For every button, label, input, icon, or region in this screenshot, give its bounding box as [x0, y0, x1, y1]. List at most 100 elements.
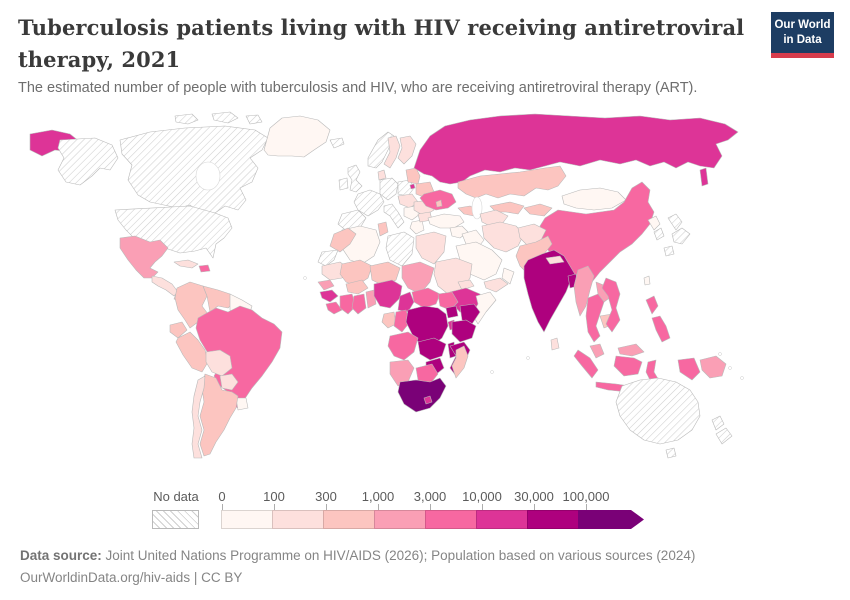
country-malaysia[interactable]: Malaysia — 1,000–3,000	[617, 343, 645, 357]
country-kazakhstan[interactable]: Kazakhstan — 300–1,000	[457, 165, 567, 199]
country-canada[interactable]: Canada — No data	[245, 114, 263, 125]
country-cuba[interactable]: Cuba — 100–300	[173, 259, 199, 269]
country-italy[interactable]: Italy — No data	[383, 203, 405, 229]
country-indonesia[interactable]: Indonesia — 3,000–10,000	[677, 357, 701, 381]
country-togo-benin[interactable]: Togo / Benin — 1,000–3,000	[365, 289, 377, 309]
country-argentina[interactable]: Argentina — 300–1,000	[199, 373, 239, 457]
country-ireland[interactable]: Ireland — No data	[338, 177, 349, 191]
country-ecuador[interactable]: Ecuador — 300–1,000	[169, 321, 188, 339]
country-russia[interactable]: Russia — 10,000–30,000	[413, 113, 739, 185]
country-new-zealand[interactable]: New Zealand — No data	[715, 427, 733, 445]
license-line[interactable]: OurWorldinData.org/hiv-aids | CC BY	[20, 570, 243, 586]
country-uganda[interactable]: Uganda — 30,000–100,000	[445, 305, 459, 319]
country-kyrgyzstan-tajikistan[interactable]: Kyrgyzstan / Tajikistan — 300–1,000	[523, 203, 553, 217]
country-norway[interactable]: Norway — No data	[367, 131, 395, 169]
country-india[interactable]: India — 30,000–100,000	[523, 249, 577, 333]
country-senegal[interactable]: Senegal / Gambia — 1,000–3,000	[317, 279, 335, 291]
country-morocco[interactable]: Morocco — 300–1,000	[329, 227, 357, 253]
country-canada[interactable]: Canada — No data	[119, 125, 269, 214]
legend-bin-10,000–30,000[interactable]	[476, 510, 528, 529]
legend-bin-300–1,000[interactable]	[323, 510, 375, 529]
country-japan[interactable]: Japan — No data	[667, 213, 683, 231]
country-malaysia[interactable]: Malaysia — 1,000–3,000	[589, 343, 605, 359]
country-north-korea[interactable]: North Korea — 0–100	[647, 215, 661, 231]
country-finland[interactable]: Finland — 100–300	[397, 135, 417, 165]
country-philippines[interactable]: Philippines — 3,000–10,000	[651, 315, 671, 343]
country-myanmar[interactable]: Myanmar — 1,000–3,000	[573, 265, 595, 317]
country-sweden[interactable]: Sweden — 100–300	[383, 135, 401, 169]
country-cameroon[interactable]: Cameroon — 10,000–30,000	[397, 291, 415, 313]
country-japan[interactable]: Japan — No data	[663, 245, 675, 257]
country-angola[interactable]: Angola — 3,000–10,000	[387, 331, 419, 361]
country-madagascar[interactable]: Madagascar — 300–1,000	[451, 345, 469, 379]
country-chad[interactable]: Chad — 1,000–3,000	[401, 261, 435, 295]
country-papua-new-guinea[interactable]: Papua New Guinea — 1,000–3,000	[699, 355, 727, 379]
country-venezuela[interactable]: Venezuela — 300–1,000	[202, 285, 236, 313]
country-united-kingdom[interactable]: United Kingdom — No data	[347, 164, 363, 193]
country-egypt[interactable]: Egypt — 100–300	[415, 231, 447, 265]
legend-bin-100–300[interactable]	[272, 510, 324, 529]
owid-logo[interactable]: Our World in Data	[771, 12, 834, 58]
country-uruguay[interactable]: Uruguay — 0–100	[235, 397, 249, 411]
legend-bin-100,000+[interactable]	[578, 510, 644, 529]
country-mongolia[interactable]: Mongolia — 0–100	[561, 187, 627, 211]
country-burkina-faso[interactable]: Burkina Faso — 300–1,000	[345, 279, 369, 295]
legend-bin-3,000–10,000[interactable]	[425, 510, 477, 529]
country-thailand[interactable]: Thailand — 3,000–10,000	[585, 293, 605, 343]
country-hispaniola[interactable]: Haiti / Dominican Republic — 3,000–10,00…	[198, 264, 211, 273]
country-mexico[interactable]: Mexico — 1,000–3,000	[119, 235, 169, 279]
legend-no-data-swatch[interactable]	[152, 510, 199, 529]
legend-bin-30,000–100,000[interactable]	[527, 510, 579, 529]
country-japan[interactable]: Japan — No data	[671, 227, 691, 245]
country-zambia[interactable]: Zambia — 30,000–100,000	[417, 337, 447, 361]
country-australia[interactable]: Australia — No data	[615, 377, 701, 445]
country-denmark[interactable]: Denmark — 100–300	[377, 169, 387, 181]
country-australia[interactable]: Australia — No data	[665, 447, 677, 459]
country-guinea[interactable]: Guinea — 10,000–30,000	[319, 289, 339, 303]
country-somalia[interactable]: Somalia — 0–100	[471, 291, 497, 325]
country-indonesia[interactable]: Indonesia — 3,000–10,000	[573, 349, 599, 379]
country-botswana[interactable]: Botswana — 3,000–10,000	[415, 363, 439, 385]
country-greece[interactable]: Greece — 0–100	[409, 219, 425, 235]
country-tunisia[interactable]: Tunisia — 300–1,000	[377, 221, 389, 237]
country-new-zealand[interactable]: New Zealand — No data	[711, 415, 725, 431]
country-nepal[interactable]: Nepal — 100–300	[545, 255, 565, 265]
country-chile[interactable]: Chile — 100–300	[191, 375, 206, 459]
country-turkey[interactable]: Turkey — 0–100	[427, 213, 465, 229]
country-canada[interactable]: Canada — No data	[174, 113, 199, 125]
legend-bin-0–100[interactable]	[221, 510, 273, 529]
country-congo[interactable]: Congo — 3,000–10,000	[393, 309, 411, 333]
country-nigeria[interactable]: Nigeria — 10,000–30,000	[373, 279, 403, 309]
country-gabon[interactable]: Gabon — 300–1,000	[381, 311, 397, 329]
country-sierra-leone-liberia[interactable]: Sierra Leone / Liberia — 3,000–10,000	[325, 301, 343, 315]
country-paraguay[interactable]: Paraguay — 100–300	[219, 373, 239, 391]
country-oman[interactable]: Oman — 0–100	[501, 267, 515, 285]
country-south-africa[interactable]: South Africa — 100,000+	[397, 377, 447, 413]
country-bolivia[interactable]: Bolivia — 100–300	[205, 349, 233, 377]
country-canada[interactable]: Canada — No data	[211, 111, 239, 124]
country-taiwan[interactable]: Taiwan — 0–100	[643, 275, 651, 286]
country-united-states[interactable]: United States — No data	[57, 137, 119, 186]
country-sri-lanka[interactable]: Sri Lanka — 100–300	[550, 337, 560, 351]
country-vietnam[interactable]: Vietnam — 3,000–10,000	[601, 277, 621, 333]
country-indonesia[interactable]: Indonesia — 3,000–10,000	[613, 355, 643, 377]
country-germany[interactable]: Germany — No data	[379, 177, 399, 201]
world-choropleth-map[interactable]: Russia — 10,000–30,000 United States — N…	[0, 110, 850, 492]
country-south-korea[interactable]: South Korea — No data	[653, 227, 665, 241]
country-russia[interactable]: Russia — 10,000–30,000	[699, 167, 709, 187]
country-cote-divoire[interactable]: Côte d'Ivoire — 3,000–10,000	[339, 293, 357, 315]
country-greenland[interactable]: Greenland — 0–100	[263, 115, 331, 158]
legend-bin-1,000–3,000[interactable]	[374, 510, 426, 529]
country-philippines[interactable]: Philippines — 3,000–10,000	[645, 295, 659, 315]
country-peru[interactable]: Peru — 300–1,000	[175, 331, 209, 373]
country-france[interactable]: France — No data	[353, 189, 385, 217]
country-central-african-republic[interactable]: Central African Republic — 3,000–10,000	[411, 287, 441, 309]
country-yemen[interactable]: Yemen — 100–300	[483, 277, 509, 293]
country-central-america[interactable]: Central America — 100–300	[151, 275, 179, 297]
country-iceland[interactable]: Iceland — No data	[329, 137, 345, 149]
country-drc[interactable]: Democratic Republic of Congo — 30,000–10…	[405, 305, 449, 347]
country-lesotho[interactable]: Lesotho — 10,000–30,000	[423, 395, 433, 405]
country-moldova[interactable]: Moldova — 300–1,000	[435, 199, 443, 208]
country-ghana[interactable]: Ghana — 3,000–10,000	[351, 293, 367, 315]
country-kenya[interactable]: Kenya — 30,000–100,000	[459, 303, 481, 325]
